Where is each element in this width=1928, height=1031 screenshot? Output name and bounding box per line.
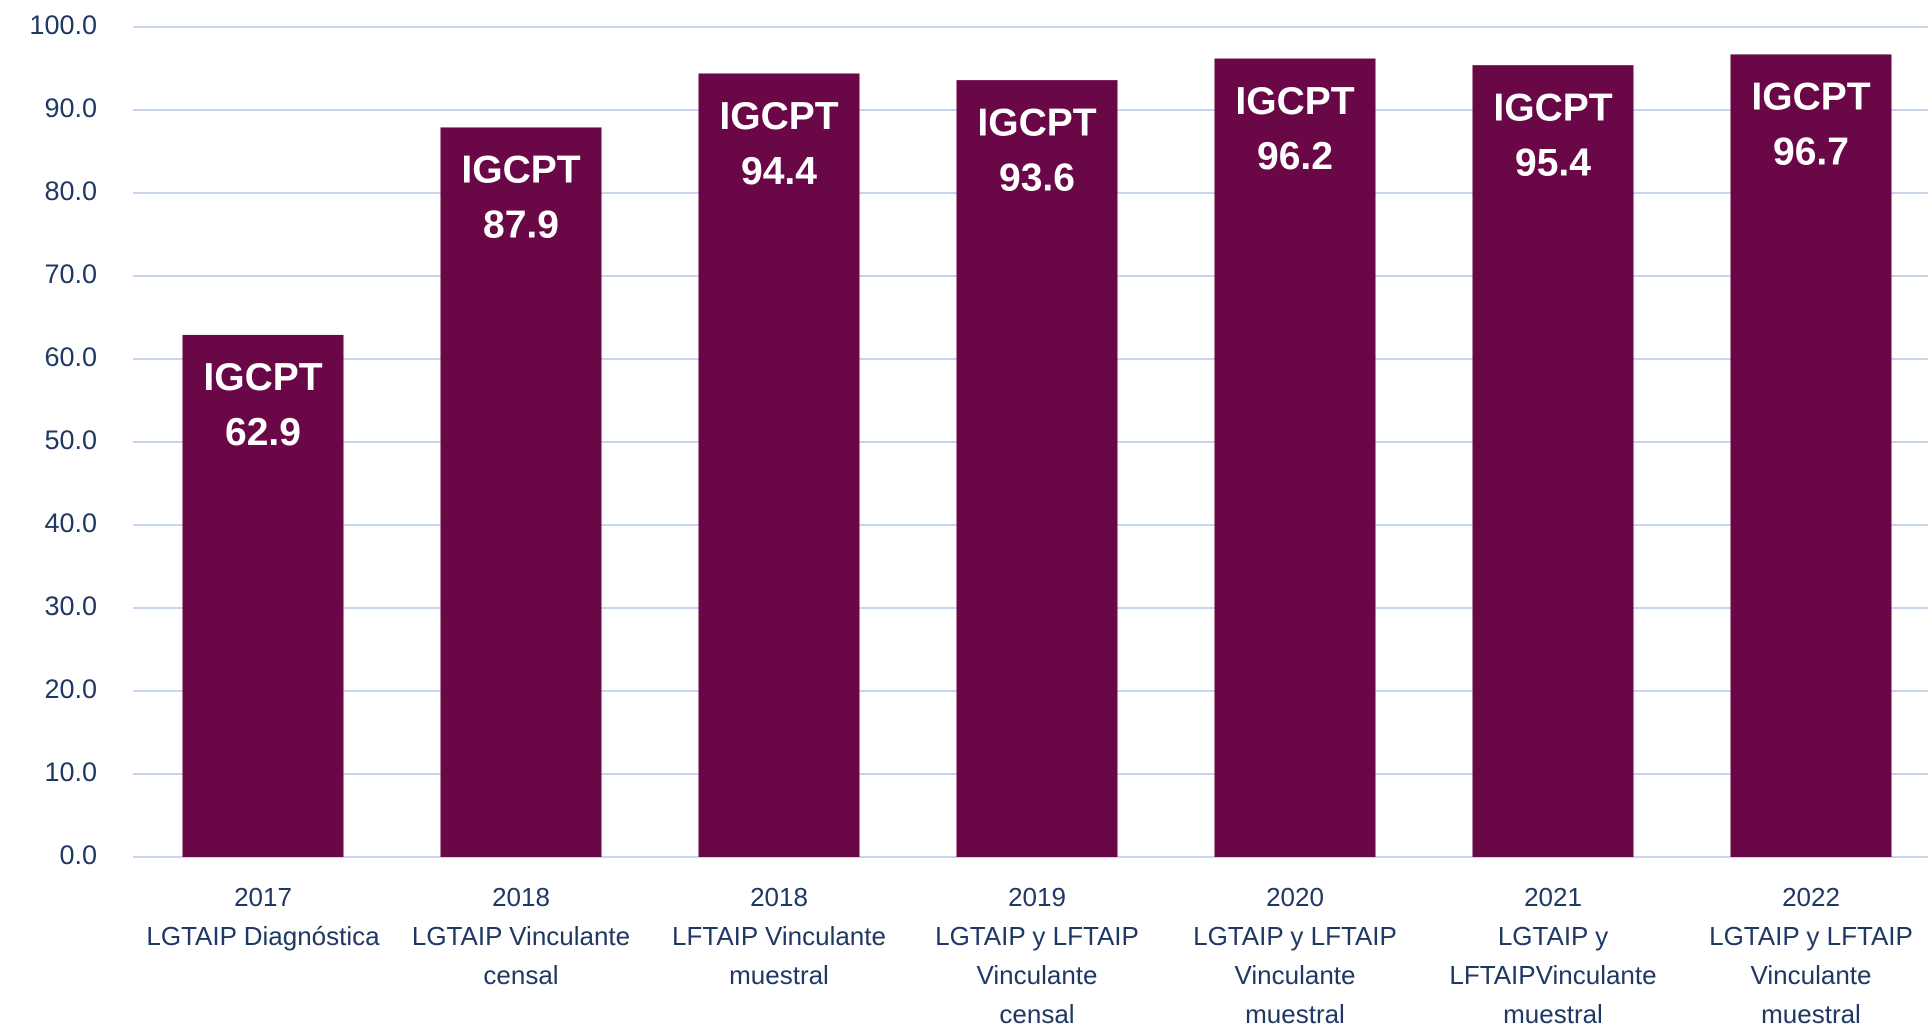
- x-tick-label: muestral: [1761, 999, 1861, 1029]
- x-tick-label: 2017: [234, 882, 292, 912]
- x-tick-label: LGTAIP y LFTAIP: [935, 921, 1139, 951]
- bar: [698, 73, 860, 858]
- x-tick-label: censal: [999, 999, 1074, 1029]
- x-tick-label: muestral: [729, 960, 829, 990]
- bar: [182, 334, 344, 857]
- x-tick-label: muestral: [1245, 999, 1345, 1029]
- data-label: 95.4: [1515, 141, 1591, 184]
- data-label: 87.9: [483, 204, 559, 247]
- x-tick-label: LGTAIP y LFTAIP: [1709, 921, 1913, 951]
- x-tick-label: LGTAIP y: [1498, 921, 1608, 951]
- x-tick-label: LGTAIP y LFTAIP: [1193, 921, 1397, 951]
- x-tick-label: 2022: [1782, 882, 1840, 912]
- data-label: 93.6: [999, 156, 1075, 199]
- x-tick-label: LGTAIP Diagnóstica: [146, 921, 380, 951]
- x-tick-label: LGTAIP Vinculante: [412, 921, 630, 951]
- y-tick-label: 80.0: [44, 176, 97, 206]
- x-tick-label: Vinculante: [1235, 960, 1356, 990]
- data-label-name: IGCPT: [203, 356, 322, 399]
- data-label-name: IGCPT: [1493, 86, 1612, 129]
- x-tick-label: Vinculante: [977, 960, 1098, 990]
- x-tick-label: LFTAIP Vinculante: [672, 921, 886, 951]
- x-tick-label: 2018: [492, 882, 550, 912]
- y-tick-label: 50.0: [44, 425, 97, 455]
- x-tick-label: Vinculante: [1751, 960, 1872, 990]
- y-tick-label: 30.0: [44, 591, 97, 621]
- data-label-name: IGCPT: [1751, 76, 1870, 119]
- data-label: 62.9: [225, 411, 301, 454]
- data-label-name: IGCPT: [461, 149, 580, 192]
- y-tick-label: 90.0: [44, 93, 97, 123]
- data-label: 96.7: [1773, 131, 1849, 174]
- y-tick-label: 70.0: [44, 259, 97, 289]
- bar: [1214, 58, 1376, 858]
- x-tick-label: muestral: [1503, 999, 1603, 1029]
- x-tick-label: 2021: [1524, 882, 1582, 912]
- data-label-name: IGCPT: [1235, 80, 1354, 123]
- bar: [1730, 54, 1892, 857]
- y-tick-label: 100.0: [29, 10, 97, 40]
- x-tick-label: LFTAIPVinculante: [1449, 960, 1656, 990]
- x-tick-label: 2020: [1266, 882, 1324, 912]
- bar: [1472, 65, 1634, 858]
- data-label-name: IGCPT: [719, 95, 838, 138]
- x-tick-label: 2019: [1008, 882, 1066, 912]
- y-tick-label: 40.0: [44, 508, 97, 538]
- bar: [956, 80, 1118, 858]
- y-tick-label: 60.0: [44, 342, 97, 372]
- x-tick-label: censal: [483, 960, 558, 990]
- y-tick-label: 10.0: [44, 757, 97, 787]
- x-tick-label: 2018: [750, 882, 808, 912]
- y-tick-label: 0.0: [59, 840, 97, 870]
- bar: [440, 127, 602, 858]
- y-tick-label: 20.0: [44, 674, 97, 704]
- data-label: 96.2: [1257, 135, 1333, 178]
- data-label-name: IGCPT: [977, 101, 1096, 144]
- data-label: 94.4: [741, 150, 817, 193]
